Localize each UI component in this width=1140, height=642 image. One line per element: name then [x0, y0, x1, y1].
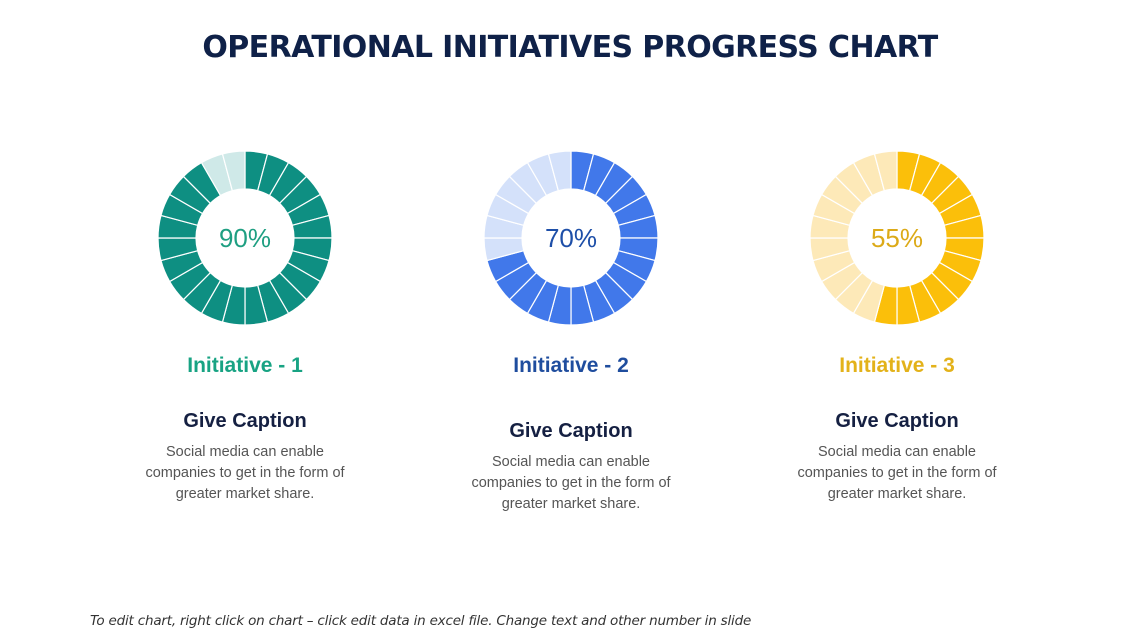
donut-chart-2[interactable]: 70% — [479, 146, 663, 330]
percent-label: 70% — [545, 223, 597, 253]
initiative-name: Initiative - 3 — [839, 354, 955, 377]
caption-title: Give Caption — [835, 410, 959, 432]
caption-title: Give Caption — [509, 420, 633, 442]
caption-text: Social media can enable companies to get… — [145, 444, 345, 502]
donut-chart-3[interactable]: 55% — [805, 146, 989, 330]
progress-segment-remaining — [547, 150, 572, 192]
caption-text: Social media can enable companies to get… — [471, 454, 671, 512]
progress-segment-remaining — [221, 150, 246, 192]
page-title: OPERATIONAL INITIATIVES PROGRESS CHART — [202, 30, 938, 65]
initiative-name: Initiative - 2 — [513, 354, 629, 377]
progress-segment-remaining — [873, 150, 898, 192]
initiative-name: Initiative - 1 — [187, 354, 303, 377]
caption-text: Social media can enable companies to get… — [797, 444, 997, 502]
edit-instructions: To edit chart, right click on chart – cl… — [90, 613, 752, 629]
percent-label: 55% — [871, 223, 923, 253]
initiative-card-1: 90% Initiative - 1 Give Caption Social m… — [105, 146, 385, 502]
initiative-card-2: 70% Initiative - 2 Give Caption Social m… — [431, 146, 711, 512]
initiative-card-3: 55% Initiative - 3 Give Caption Social m… — [757, 146, 1037, 502]
percent-label: 90% — [219, 223, 271, 253]
donut-chart-1[interactable]: 90% — [153, 146, 337, 330]
caption-title: Give Caption — [183, 410, 307, 432]
